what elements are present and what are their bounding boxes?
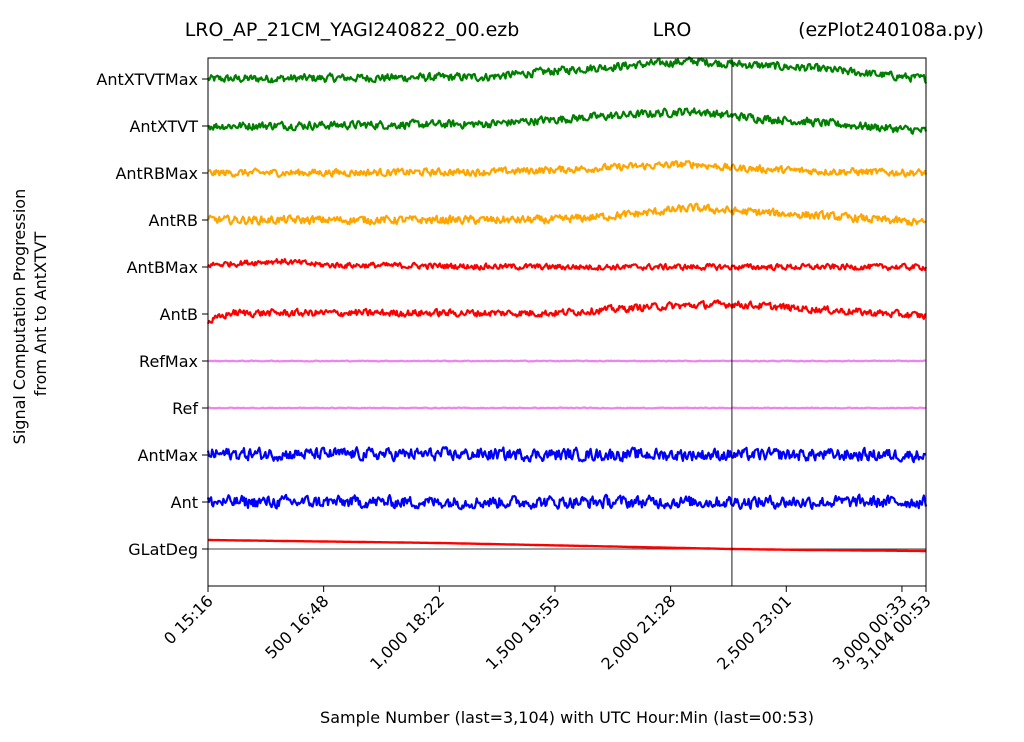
x-tick-label: 2,000 21:28: [597, 591, 679, 673]
chart-title: LRO_AP_21CM_YAGI240822_00.ezb LRO (ezPlo…: [185, 19, 984, 41]
x-tick-label: 0 15:16: [160, 591, 217, 648]
series-line-antrb: [207, 202, 927, 227]
y-tick-label-glatdeg: GLatDeg: [128, 540, 198, 559]
x-tick-label: 500 16:48: [261, 591, 332, 662]
chart-title-right: (ezPlot240108a.py): [798, 19, 984, 41]
series-line-ref: [207, 406, 927, 410]
y-tick-label-ref: Ref: [172, 399, 198, 418]
x-axis: 0 15:16 500 16:48 1,000 18:22 1,500 19:55 2,…: [160, 586, 935, 673]
y-axis-label-line-2: from Ant to AntXTVT: [31, 232, 50, 397]
series-line-refmax: [207, 359, 927, 363]
series-line-ant: [206, 493, 928, 511]
chart-title-center: LRO: [653, 19, 692, 41]
x-tick-label: 2,500 23:01: [713, 591, 795, 673]
x-tick-label: 1,500 19:55: [482, 591, 564, 673]
y-axis-label-line-1: Signal Computation Progression: [10, 189, 29, 445]
y-tick-label-antbmax: AntBMax: [127, 258, 198, 277]
series-line-antmax: [206, 446, 927, 464]
y-tick-label-antrbmax: AntRBMax: [115, 164, 198, 183]
y-tick-label-ant: Ant: [171, 493, 198, 512]
series-line-antbmax: [207, 258, 928, 272]
y-tick-label-antxtvt: AntXTVT: [129, 117, 198, 136]
plot-frame: [207, 57, 927, 587]
y-tick-label-antb: AntB: [160, 305, 198, 324]
series-line-antxtvt: [207, 107, 928, 135]
series-line-antxtvtmax: [207, 56, 928, 84]
x-axis-label: Sample Number (last=3,104) with UTC Hour…: [320, 708, 814, 727]
series-line-antb: [206, 299, 927, 324]
series-line-antrbmax: [207, 160, 928, 179]
y-tick-label-antrb: AntRB: [149, 211, 198, 230]
y-axis: AntXTVTMax AntXTVT AntRBMax AntRB AntBMax Ant…: [96, 70, 208, 559]
y-tick-label-antmax: AntMax: [138, 446, 198, 465]
series-line-glatdeg: [207, 538, 927, 553]
x-tick-label: 1,000 18:22: [366, 591, 448, 673]
y-tick-label-refmax: RefMax: [139, 352, 198, 371]
chart-title-left: LRO_AP_21CM_YAGI240822_00.ezb: [185, 19, 520, 41]
y-tick-label-antxtvtmax: AntXTVTMax: [96, 70, 198, 89]
plot-area: [206, 56, 928, 586]
y-axis-label: Signal Computation Progression from Ant …: [10, 184, 50, 445]
